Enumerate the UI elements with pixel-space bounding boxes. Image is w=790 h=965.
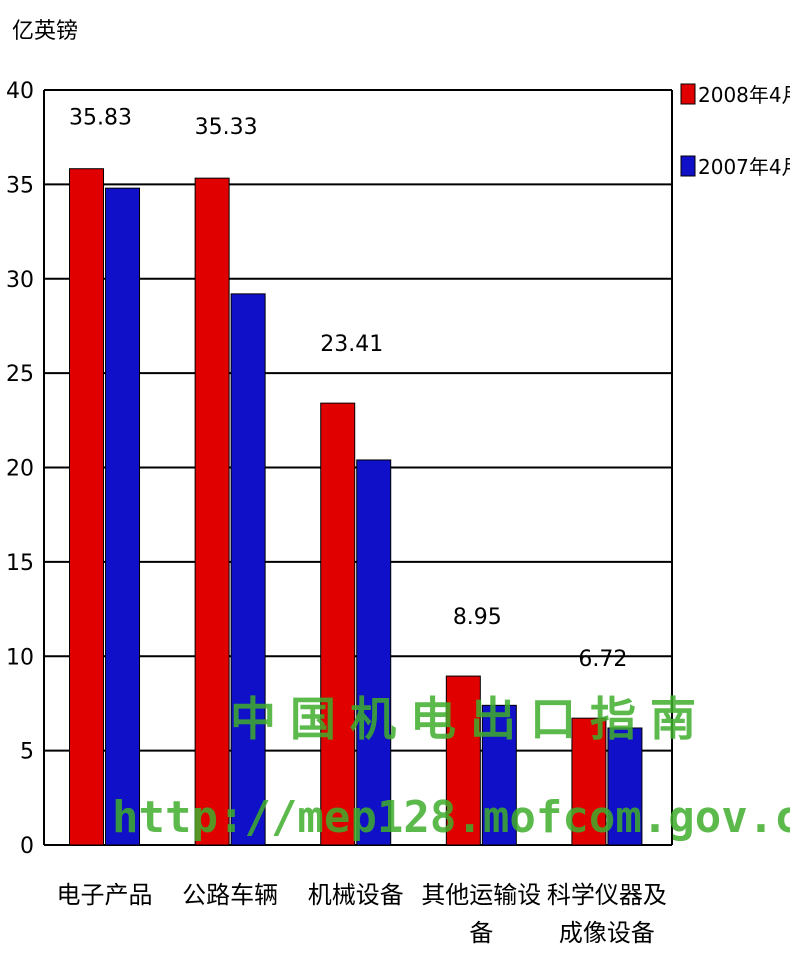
y-tick-label: 20: [6, 457, 34, 482]
category-label: 公路车辆: [182, 881, 278, 909]
watermark-line-1: 中国机电出口指南: [230, 692, 710, 746]
bar-series1: [445, 675, 481, 846]
bar-series2: [607, 727, 643, 846]
y-tick-label: 5: [20, 740, 34, 765]
bar-series2: [105, 187, 141, 846]
bars: [69, 168, 643, 846]
bar-series2: [481, 704, 517, 846]
legend: 2008年4月 2007年4月: [680, 83, 790, 179]
data-label: 35.83: [69, 106, 132, 131]
legend-swatch: [680, 83, 696, 105]
legend-swatch: [680, 155, 696, 177]
category-label: 其他运输设: [421, 881, 541, 909]
y-axis-ticks: 0 5 10 15 20 25 30 35 40: [6, 79, 34, 859]
data-labels: 35.83 35.33 23.41 8.95 6.72: [69, 106, 627, 672]
category-label: 电子产品: [57, 881, 153, 909]
bar-series2: [356, 459, 392, 846]
bar-series1: [320, 402, 356, 846]
category-label: 备: [469, 919, 493, 947]
bar-series2: [230, 293, 266, 846]
y-tick-label: 15: [6, 551, 34, 576]
watermark-line-2: http://mep128.mofcom.gov.cn: [112, 792, 790, 843]
y-tick-label: 30: [6, 268, 34, 293]
category-label: 机械设备: [308, 881, 404, 909]
bar-series1: [194, 177, 230, 846]
bar-series1: [69, 168, 105, 846]
y-tick-label: 35: [6, 173, 34, 198]
data-label: 23.41: [320, 332, 383, 357]
data-label: 6.72: [578, 647, 627, 672]
y-tick-label: 10: [6, 645, 34, 670]
y-tick-label: 0: [20, 834, 34, 859]
y-unit-label: 亿英镑: [12, 19, 78, 44]
y-tick-label: 40: [6, 79, 34, 104]
watermark: 中国机电出口指南 http://mep128.mofcom.gov.cn: [112, 692, 790, 843]
data-label: 35.33: [195, 115, 258, 140]
y-tick-label: 25: [6, 362, 34, 387]
bar-series1: [571, 717, 607, 846]
legend-label: 2008年4月: [698, 83, 790, 107]
legend-label: 2007年4月: [698, 155, 790, 179]
category-label: 科学仪器及: [547, 881, 667, 909]
category-label: 成像设备: [559, 919, 655, 947]
data-label: 8.95: [453, 605, 502, 630]
